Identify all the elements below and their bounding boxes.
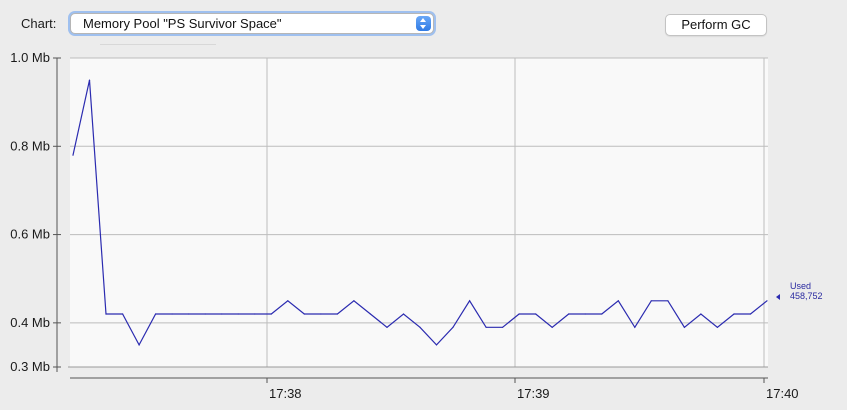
- y-axis-ticks: 1.0 Mb 0.8 Mb 0.6 Mb 0.4 Mb 0.3 Mb: [10, 50, 61, 374]
- series-point: [402, 313, 405, 315]
- series-point: [254, 313, 256, 315]
- series-point: [171, 313, 173, 315]
- series-point: [237, 313, 239, 315]
- x-axis-ticks: 17:38 17:39 17:40: [266, 378, 799, 401]
- grid-lines: [70, 57, 768, 367]
- series-point: [683, 326, 686, 328]
- chart-selector-label: Chart:: [21, 16, 57, 31]
- series-point: [369, 313, 371, 315]
- series-point: [469, 300, 471, 302]
- dropdown-arrows-icon[interactable]: [416, 16, 431, 31]
- series-point: [452, 326, 454, 328]
- y-tick-label: 0.6 Mb: [10, 227, 50, 242]
- series-point: [601, 313, 603, 315]
- current-series-name: Used: [790, 281, 811, 291]
- y-tick-label: 0.4 Mb: [10, 315, 50, 330]
- y-tick-label: 1.0 Mb: [10, 50, 50, 65]
- series-point: [733, 313, 735, 315]
- series-point: [617, 300, 619, 302]
- series-point: [551, 326, 553, 328]
- series-point: [518, 313, 520, 315]
- series-point: [650, 300, 652, 302]
- series-point: [667, 300, 669, 302]
- series-point: [535, 313, 537, 315]
- divider: [100, 44, 216, 45]
- series-point: [303, 313, 305, 315]
- y-tick-label: 0.3 Mb: [10, 359, 50, 374]
- series-point: [568, 313, 570, 315]
- y-tick-label: 0.8 Mb: [10, 138, 50, 153]
- series-point: [584, 313, 586, 315]
- series-point: [188, 313, 190, 315]
- series-point: [700, 313, 702, 315]
- series-point: [386, 326, 388, 328]
- series-point: [287, 300, 289, 302]
- series-point: [419, 326, 421, 328]
- series-point: [72, 154, 74, 156]
- x-tick-label: 17:40: [766, 386, 799, 401]
- chart-selector-dropdown[interactable]: Memory Pool "PS Survivor Space": [70, 13, 434, 34]
- series-point: [270, 313, 272, 315]
- series-point: [435, 344, 438, 346]
- series-point: [485, 326, 487, 328]
- series-point: [320, 313, 322, 315]
- series-point: [749, 313, 752, 315]
- series-point: [105, 313, 107, 315]
- plot-area: [70, 58, 768, 367]
- perform-gc-button[interactable]: Perform GC: [665, 14, 767, 36]
- series-point: [155, 313, 157, 315]
- series-used-points: [72, 79, 768, 346]
- series-point: [716, 326, 719, 328]
- x-tick-label: 17:39: [517, 386, 550, 401]
- series-point: [221, 313, 223, 315]
- series-point: [634, 326, 636, 328]
- series-point: [204, 313, 206, 315]
- series-point: [336, 313, 338, 315]
- x-tick-label: 17:38: [269, 386, 302, 401]
- series-point: [138, 344, 140, 346]
- current-value-marker-icon: [776, 294, 780, 300]
- series-point: [766, 300, 768, 302]
- current-series-value: 458,752: [790, 291, 823, 301]
- series-point: [88, 79, 91, 81]
- series-point: [353, 300, 355, 302]
- series-point: [122, 313, 124, 315]
- chart-selector-value: Memory Pool "PS Survivor Space": [83, 16, 282, 31]
- series-point: [502, 326, 504, 328]
